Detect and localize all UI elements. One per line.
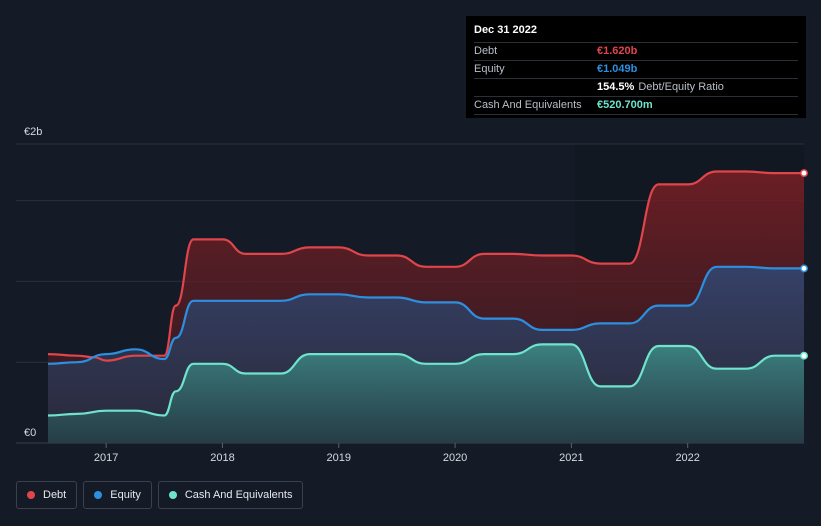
legend-label: Cash And Equivalents (184, 489, 293, 501)
x-tick-label: 2021 (559, 452, 583, 464)
legend-label: Equity (110, 489, 141, 501)
legend-item-equity[interactable]: Equity (83, 481, 152, 509)
tooltip-panel: Dec 31 2022 Debt €1.620b Equity €1.049b … (466, 16, 806, 118)
series-endpoints (800, 169, 808, 360)
x-tick-label: 2020 (443, 452, 467, 464)
x-tick-label: 2017 (94, 452, 118, 464)
endpoint-equity (800, 264, 808, 273)
tooltip-label: Debt (474, 45, 498, 57)
legend-item-cash[interactable]: Cash And Equivalents (157, 481, 304, 509)
legend: Debt Equity Cash And Equivalents (16, 481, 304, 509)
tooltip-label (474, 79, 597, 96)
tooltip-value: 154.5% (597, 81, 635, 93)
x-tick-label: 2019 (327, 452, 351, 464)
tooltip-label: Cash And Equivalents (474, 99, 582, 111)
endpoint-cash-and-equivalents (800, 351, 808, 360)
equity-dot-icon (94, 491, 103, 499)
y-axis-top-label: €2b (24, 126, 42, 138)
area-cash-and-equivalents (48, 344, 804, 443)
line-cash-and-equivalents (47, 343, 804, 417)
x-axis: 2017 2018 2019 2020 2021 2022 (94, 443, 700, 464)
x-tick-label: 2022 (675, 452, 699, 464)
endpoint-debt (800, 169, 808, 178)
series-lines (47, 170, 804, 417)
tooltip-ratio-label: Debt/Equity Ratio (638, 81, 724, 93)
tooltip-row-equity: Equity €1.049b (474, 60, 798, 78)
tooltip-date: Dec 31 2022 (474, 24, 537, 36)
cash-dot-icon (168, 491, 177, 499)
legend-item-debt[interactable]: Debt (16, 481, 78, 509)
tooltip-row-cash: Cash And Equivalents €520.700m (474, 96, 798, 115)
tooltip-row-debt: Debt €1.620b (474, 42, 798, 60)
tooltip-value: €1.049b (597, 63, 638, 75)
debt-dot-icon (27, 491, 35, 499)
tooltip-value: €520.700m (597, 99, 653, 111)
line-debt (47, 170, 804, 362)
series-areas (48, 171, 804, 443)
y-axis-bottom-label: €0 (24, 427, 36, 439)
tooltip-label: Equity (474, 63, 505, 75)
legend-label: Debt (43, 489, 67, 501)
tooltip-row-ratio: 154.5% Debt/Equity Ratio (474, 78, 798, 96)
x-tick-label: 2018 (210, 452, 234, 464)
line-equity (47, 265, 804, 365)
tooltip-value: €1.620b (597, 45, 638, 57)
